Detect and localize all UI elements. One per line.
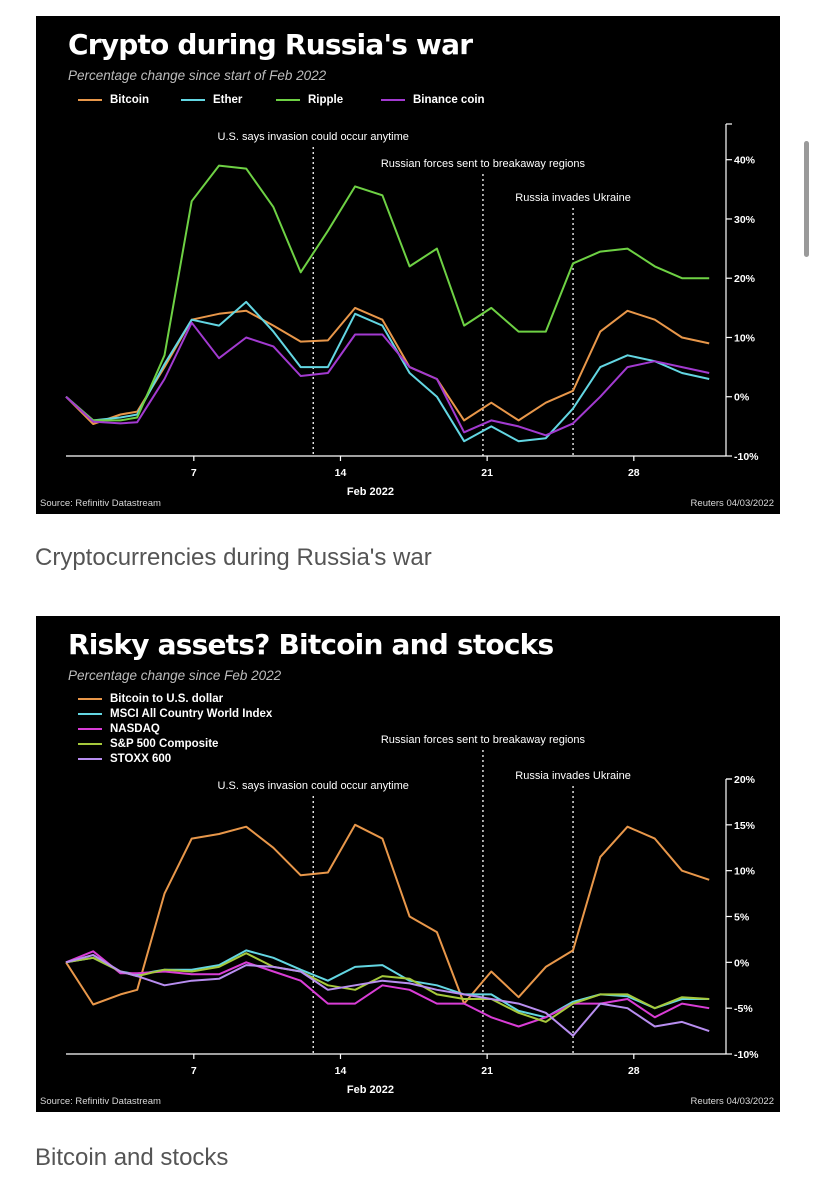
series-line-nasdaq bbox=[65, 950, 710, 1028]
chart-title: Crypto during Russia's war bbox=[68, 28, 473, 61]
legend-item-ether: Ether bbox=[181, 93, 242, 107]
x-axis-label: Feb 2022 bbox=[347, 486, 394, 498]
legend-swatch bbox=[78, 728, 102, 730]
legend-swatch bbox=[78, 758, 102, 760]
source-note: Source: Refinitiv Datastream bbox=[40, 498, 161, 509]
y-tick-label: 10% bbox=[734, 866, 756, 878]
x-tick-label: 14 bbox=[335, 1065, 347, 1077]
series-line-ripple bbox=[65, 164, 710, 422]
y-tick-label: -10% bbox=[734, 451, 759, 463]
legend-label: Bitcoin bbox=[110, 94, 149, 106]
legend-swatch bbox=[78, 99, 102, 101]
y-tick-label: 30% bbox=[734, 214, 756, 226]
legend-label: S&P 500 Composite bbox=[110, 738, 219, 750]
y-tick-label: -5% bbox=[734, 1003, 753, 1015]
annotation-label: Russian forces sent to breakaway regions bbox=[381, 158, 586, 170]
legend-label: Bitcoin to U.S. dollar bbox=[110, 693, 224, 705]
legend-swatch bbox=[78, 743, 102, 745]
credit-note: Reuters 04/03/2022 bbox=[690, 1096, 774, 1107]
chart-plot: 40% 30% 20% 10% 0% -10% 7 14 21 28 Feb 2022 U.S. sa… bbox=[65, 123, 759, 498]
y-tick-label: 5% bbox=[734, 912, 750, 924]
legend-item-ripple: Ripple bbox=[276, 93, 343, 107]
legend-swatch bbox=[381, 99, 405, 101]
legend-item-sp500: S&P 500 Composite bbox=[78, 737, 218, 751]
crypto-chart-panel: Crypto during Russia's war Percentage ch… bbox=[36, 16, 780, 514]
chart-plot: 20% 15% 10% 5% 0% -5% -10% 7 14 21 28 Feb 2022 U.S. … bbox=[65, 734, 759, 1096]
series-line-bitcoin-to-u-s-dollar bbox=[65, 823, 710, 1006]
series-line-bitcoin bbox=[65, 306, 710, 425]
y-tick-label: 0% bbox=[734, 957, 750, 969]
x-axis-label: Feb 2022 bbox=[347, 1084, 394, 1096]
series-line-ether bbox=[65, 300, 710, 443]
annotation-label: Russian forces sent to breakaway regions bbox=[381, 734, 586, 746]
y-tick-label: 10% bbox=[734, 332, 756, 344]
legend-label: STOXX 600 bbox=[110, 753, 172, 765]
legend-label: Binance coin bbox=[413, 94, 485, 106]
annotation-label: U.S. says invasion could occur anytime bbox=[218, 780, 409, 792]
x-tick-label: 28 bbox=[628, 1065, 640, 1077]
chart-caption: Cryptocurrencies during Russia's war bbox=[35, 544, 432, 571]
x-tick-label: 28 bbox=[628, 467, 640, 479]
legend-label: MSCI All Country World Index bbox=[110, 708, 273, 720]
annotation-label: Russia invades Ukraine bbox=[515, 192, 631, 204]
legend-item-binance-coin: Binance coin bbox=[381, 93, 485, 107]
legend-swatch bbox=[276, 99, 300, 101]
y-tick-label: 0% bbox=[734, 392, 750, 404]
bitcoin-stocks-chart-panel: Risky assets? Bitcoin and stocks Percent… bbox=[36, 616, 780, 1112]
annotation-label: Russia invades Ukraine bbox=[515, 770, 631, 782]
legend-swatch bbox=[78, 713, 102, 715]
legend-label: NASDAQ bbox=[110, 723, 160, 735]
x-tick-label: 14 bbox=[335, 467, 347, 479]
legend-swatch bbox=[78, 698, 102, 700]
series-line-binance-coin bbox=[65, 321, 710, 437]
legend-item-bitcoin: Bitcoin bbox=[78, 93, 149, 107]
y-tick-label: 40% bbox=[734, 155, 756, 167]
scrollbar-thumb[interactable] bbox=[804, 141, 809, 257]
legend-label: Ripple bbox=[308, 94, 344, 106]
legend-item-msci: MSCI All Country World Index bbox=[78, 707, 272, 721]
credit-note: Reuters 04/03/2022 bbox=[690, 498, 774, 509]
legend-label: Ether bbox=[213, 94, 243, 106]
source-note: Source: Refinitiv Datastream bbox=[40, 1096, 161, 1107]
y-tick-label: 15% bbox=[734, 820, 756, 832]
legend-item-bitcoin-usd: Bitcoin to U.S. dollar bbox=[78, 692, 223, 706]
chart-caption: Bitcoin and stocks bbox=[35, 1144, 229, 1171]
series-line-stoxx-600 bbox=[65, 954, 710, 1037]
x-tick-label: 21 bbox=[481, 467, 493, 479]
x-tick-label: 21 bbox=[481, 1065, 493, 1077]
chart-subtitle: Percentage change since start of Feb 202… bbox=[68, 68, 327, 83]
legend-swatch bbox=[181, 99, 205, 101]
y-tick-label: -10% bbox=[734, 1049, 759, 1061]
chart-subtitle: Percentage change since Feb 2022 bbox=[68, 668, 282, 683]
series-line-s-p-500-composite bbox=[65, 952, 710, 1023]
y-tick-label: 20% bbox=[734, 273, 756, 285]
y-tick-label: 20% bbox=[734, 774, 756, 786]
x-tick-label: 7 bbox=[191, 1065, 197, 1077]
legend-item-stoxx600: STOXX 600 bbox=[78, 752, 171, 766]
legend-item-nasdaq: NASDAQ bbox=[78, 722, 160, 736]
annotation-label: U.S. says invasion could occur anytime bbox=[218, 131, 409, 143]
x-tick-label: 7 bbox=[191, 467, 197, 479]
chart-title: Risky assets? Bitcoin and stocks bbox=[68, 628, 554, 661]
